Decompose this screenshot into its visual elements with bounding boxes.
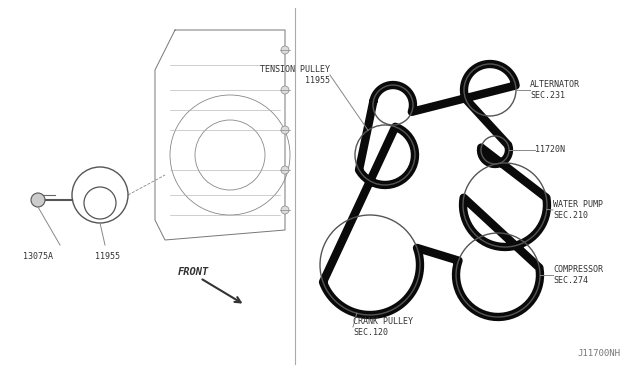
Circle shape [281, 126, 289, 134]
Text: 11955: 11955 [95, 252, 120, 261]
Text: TENSION PULLEY
11955: TENSION PULLEY 11955 [260, 65, 330, 86]
Circle shape [281, 206, 289, 214]
Text: J11700NH: J11700NH [577, 349, 620, 358]
Text: 13075A: 13075A [23, 252, 53, 261]
Text: CRANK PULLEY
SEC.120: CRANK PULLEY SEC.120 [353, 317, 413, 337]
Circle shape [281, 166, 289, 174]
Circle shape [281, 86, 289, 94]
Text: ALTERNATOR
SEC.231: ALTERNATOR SEC.231 [530, 80, 580, 100]
Text: COMPRESSOR
SEC.274: COMPRESSOR SEC.274 [553, 264, 603, 285]
Text: WATER PUMP
SEC.210: WATER PUMP SEC.210 [553, 200, 603, 220]
Circle shape [281, 46, 289, 54]
Circle shape [31, 193, 45, 207]
Text: FRONT: FRONT [178, 267, 209, 277]
Text: 11720N: 11720N [535, 145, 565, 154]
